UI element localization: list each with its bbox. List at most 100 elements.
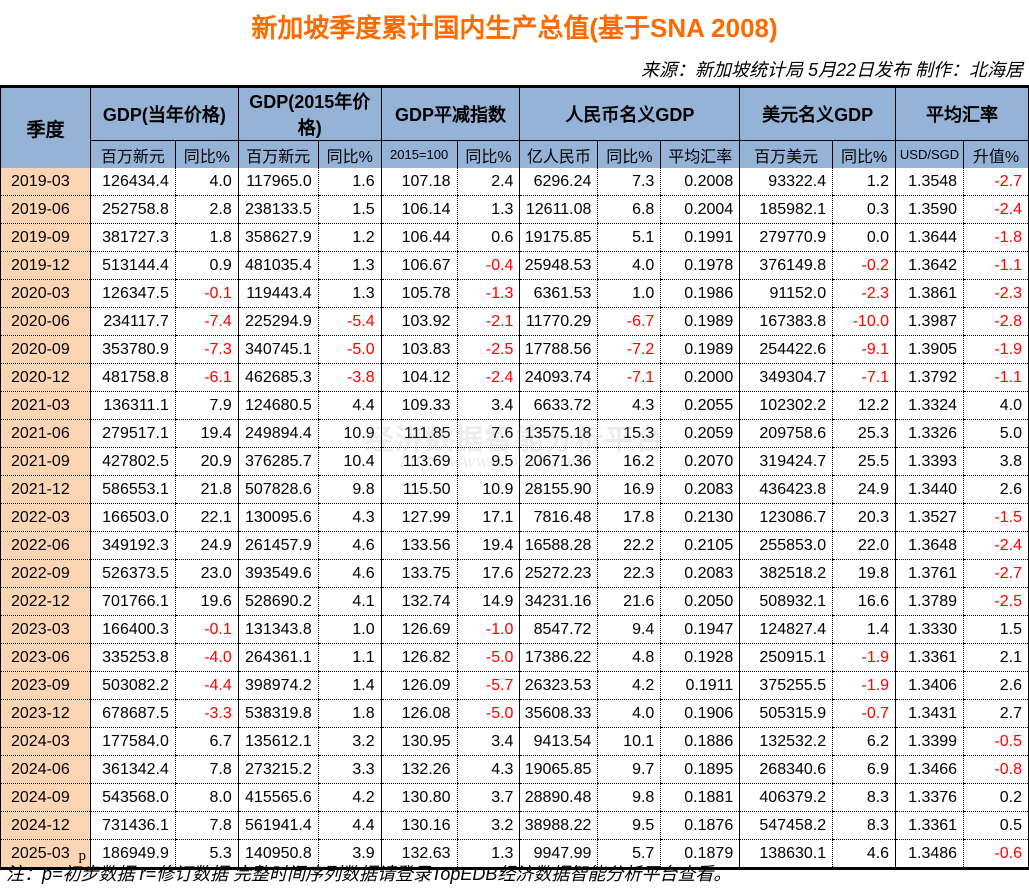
value-cell: 19.6	[174, 587, 239, 616]
value-cell: 21.6	[597, 587, 661, 616]
value-cell: 126.09	[380, 671, 458, 700]
value-cell: 0.1991	[660, 223, 740, 252]
value-cell: 17.8	[597, 503, 661, 532]
quarter-cell: 2023-06	[0, 643, 91, 672]
value-cell: 167383.8	[739, 307, 833, 336]
value-cell: 16.9	[597, 475, 661, 504]
value-cell: 381727.3	[89, 223, 176, 252]
value-cell: 1.3440	[895, 475, 964, 504]
value-cell: 7.6	[456, 419, 520, 448]
value-cell: -5.0	[456, 643, 520, 672]
quarter-label: 2023-03	[11, 620, 70, 638]
value-cell: 17788.56	[519, 335, 598, 364]
table-row: 2021-12 586553.1 21.8 507828.6 9.8 115.50 10.9…	[0, 475, 1029, 504]
value-cell: 103.92	[380, 307, 458, 336]
value-cell: -6.7	[597, 307, 661, 336]
value-cell: 113.69	[380, 447, 458, 476]
value-cell: 2.7	[963, 699, 1029, 728]
value-cell: 0.2004	[660, 195, 740, 224]
value-cell: 106.44	[380, 223, 458, 252]
value-cell: 4.3	[597, 391, 661, 420]
value-cell: 8547.72	[519, 615, 598, 644]
value-cell: 279517.1	[89, 419, 176, 448]
value-cell: 1.2	[317, 223, 382, 252]
value-cell: -1.9	[963, 335, 1029, 364]
value-cell: -2.7	[963, 168, 1029, 196]
value-cell: 340745.1	[237, 335, 319, 364]
value-cell: 238133.5	[237, 195, 319, 224]
value-cell: 124827.4	[739, 615, 833, 644]
value-cell: 3.2	[317, 727, 382, 756]
value-cell: 255853.0	[739, 531, 833, 560]
quarter-label: 2023-09	[11, 676, 70, 694]
value-cell: 1.3648	[895, 531, 964, 560]
gdp-table: 季度 GDP(当年价格) GDP(2015年价格) GDP平减指数 人民币名义G…	[0, 85, 1029, 870]
value-cell: 353780.9	[89, 335, 176, 364]
value-cell: 104.12	[380, 363, 458, 392]
quarter-cell: 2020-06	[0, 307, 91, 336]
value-cell: -6.1	[174, 363, 239, 392]
value-cell: 0.2050	[660, 587, 740, 616]
value-cell: 22.0	[832, 531, 896, 560]
value-cell: -2.8	[963, 307, 1029, 336]
value-cell: 15.3	[597, 419, 661, 448]
quarter-label: 2023-12	[11, 704, 70, 722]
value-cell: 25.5	[832, 447, 896, 476]
quarter-cell: 2025-03 p	[0, 839, 91, 869]
value-cell: -0.1	[174, 279, 239, 308]
value-cell: 1.1	[317, 643, 382, 672]
value-cell: -2.7	[963, 559, 1029, 588]
value-cell: 0.1989	[660, 307, 740, 336]
value-cell: 264361.1	[237, 643, 319, 672]
value-cell: 335253.8	[89, 643, 176, 672]
header-group-rmb-gdp: 人民币名义GDP	[519, 86, 741, 141]
value-cell: 1.8	[317, 699, 382, 728]
value-cell: 12611.08	[519, 195, 598, 224]
value-cell: 481758.8	[89, 363, 176, 392]
value-cell: 462685.3	[237, 363, 319, 392]
value-cell: 1.3761	[895, 559, 964, 588]
value-cell: 358627.9	[237, 223, 319, 252]
value-cell: -10.0	[832, 307, 896, 336]
value-cell: 12.2	[832, 391, 896, 420]
value-cell: 3.4	[456, 391, 520, 420]
header-sub: 同比%	[174, 140, 239, 168]
value-cell: 731436.1	[89, 811, 176, 840]
value-cell: 0.2000	[660, 363, 740, 392]
quarter-label: 2023-06	[11, 648, 70, 666]
value-cell: 0.1928	[660, 643, 740, 672]
value-cell: 0.1978	[660, 251, 740, 280]
table-row: 2024-09 543568.0 8.0 415565.6 4.2 130.80 3.7 28…	[0, 783, 1029, 812]
value-cell: 9.5	[456, 447, 520, 476]
table-row: 2021-03 136311.1 7.9 124680.5 4.4 109.33 3.4 66…	[0, 391, 1029, 420]
value-cell: 8.3	[832, 811, 896, 840]
value-cell: 0.2105	[660, 531, 740, 560]
page-title: 新加坡季度累计国内生产总值(基于SNA 2008)	[251, 13, 778, 43]
quarter-cell: 2024-03	[0, 727, 91, 756]
table-row: 2019-09 381727.3 1.8 358627.9 1.2 106.44 0.6 19…	[0, 223, 1029, 252]
value-cell: 0.1911	[660, 671, 740, 700]
value-cell: 126434.4	[89, 168, 176, 196]
value-cell: 1.3590	[895, 195, 964, 224]
value-cell: 26323.53	[519, 671, 598, 700]
value-cell: 2.8	[174, 195, 239, 224]
value-cell: 93322.4	[739, 168, 833, 196]
value-cell: 23.0	[174, 559, 239, 588]
value-cell: 131343.8	[237, 615, 319, 644]
value-cell: 254422.6	[739, 335, 833, 364]
value-cell: 4.0	[963, 391, 1029, 420]
value-cell: 1.5	[317, 195, 382, 224]
value-cell: 6.2	[832, 727, 896, 756]
value-cell: -4.0	[174, 643, 239, 672]
value-cell: 4.3	[456, 755, 520, 784]
quarter-cell: 2023-03	[0, 615, 91, 644]
value-cell: -2.4	[456, 363, 520, 392]
value-cell: -5.7	[456, 671, 520, 700]
value-cell: 19.8	[832, 559, 896, 588]
value-cell: 0.1879	[660, 839, 740, 869]
value-cell: 5.0	[963, 419, 1029, 448]
value-cell: 111.85	[380, 419, 458, 448]
value-cell: 1.3548	[895, 168, 964, 196]
value-cell: -2.3	[963, 279, 1029, 308]
value-cell: 0.2083	[660, 559, 740, 588]
